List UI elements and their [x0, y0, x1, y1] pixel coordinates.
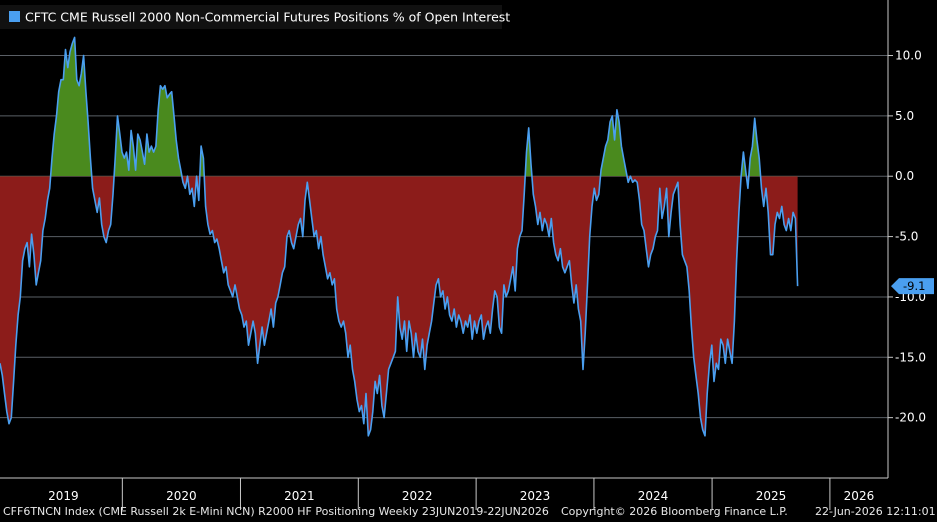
x-tick-label: 2026	[844, 489, 875, 503]
legend: CFTC CME Russell 2000 Non-Commercial Fut…	[0, 5, 510, 29]
x-tick-label: 2022	[402, 489, 433, 503]
footer-copyright: Copyright© 2026 Bloomberg Finance L.P.	[561, 505, 788, 518]
x-axis: 2019 2020 2021 2022 2023 2024 2025 2026	[48, 478, 874, 510]
x-tick-label: 2021	[284, 489, 315, 503]
y-tick-label: -20.0	[895, 411, 926, 425]
series-line	[0, 36, 799, 437]
footer-source: CFF6TNCN Index (CME Russell 2k E-Mini NC…	[3, 505, 549, 518]
y-tick-label: -15.0	[895, 350, 926, 364]
legend-swatch	[9, 11, 20, 22]
x-tick-label: 2025	[756, 489, 787, 503]
y-tick-label: 10.0	[895, 49, 922, 63]
y-tick-label: -5.0	[895, 230, 918, 244]
x-tick-label: 2019	[48, 489, 79, 503]
positive-area-fill	[0, 37, 798, 177]
legend-label: CFTC CME Russell 2000 Non-Commercial Fut…	[25, 10, 510, 25]
x-tick-label: 2020	[166, 489, 197, 503]
y-tick-label: 5.0	[895, 109, 914, 123]
last-value-label: -9.1	[903, 279, 925, 293]
x-tick-label: 2024	[638, 489, 669, 503]
last-value-badge: -9.1	[891, 278, 934, 295]
y-tick-label: 0.0	[895, 169, 914, 183]
footer-timestamp: 22-Jun-2026 12:11:01	[815, 505, 936, 518]
legend-background	[0, 5, 502, 29]
last-value-badge-shape	[891, 278, 934, 295]
x-tick-label: 2023	[520, 489, 551, 503]
